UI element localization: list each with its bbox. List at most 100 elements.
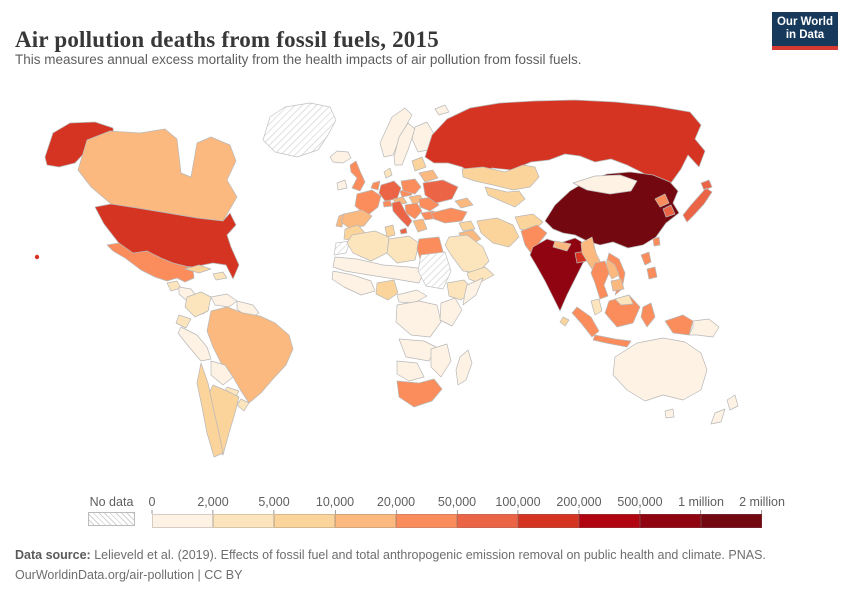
legend-swatch[interactable] (152, 514, 213, 528)
country-colombia[interactable] (184, 291, 212, 318)
country-malaysia[interactable] (590, 298, 603, 316)
country-dr-congo[interactable] (395, 300, 442, 338)
legend-tick-label: 0 (149, 495, 156, 514)
legend-no-data-swatch[interactable] (88, 512, 135, 526)
country-north-korea[interactable] (654, 193, 670, 208)
country-syria[interactable] (458, 220, 476, 232)
country-yemen-oman[interactable] (466, 266, 495, 284)
country-switzerland[interactable] (382, 199, 393, 208)
country-mozambique-zimbabwe[interactable] (430, 343, 452, 378)
country-sudan[interactable] (417, 251, 452, 290)
country-tasmania[interactable] (664, 408, 675, 419)
data-source-label: Data source: (15, 548, 91, 562)
country-australia[interactable] (612, 337, 708, 402)
country-malaysia-borneo[interactable] (614, 294, 634, 306)
country-algeria[interactable] (346, 230, 390, 262)
legend-swatch[interactable] (640, 514, 701, 528)
legend-swatch[interactable] (335, 514, 396, 528)
country-iceland[interactable] (329, 150, 352, 164)
country-sweden[interactable] (393, 122, 416, 166)
legend-tick-label: 100,000 (495, 495, 540, 514)
country-greenland[interactable] (262, 102, 337, 158)
country-mongolia[interactable] (572, 174, 638, 195)
country-greece[interactable] (412, 218, 428, 233)
country-saudi-arabia[interactable] (444, 234, 490, 274)
legend-swatch[interactable] (701, 514, 762, 528)
owid-logo[interactable]: Our World in Data (772, 12, 838, 50)
country-svalbard[interactable] (434, 104, 450, 116)
country-italy[interactable] (391, 200, 413, 235)
country-balkans[interactable] (404, 202, 423, 220)
country-new-zealand[interactable] (710, 394, 739, 425)
chart-subtitle: This measures annual excess mortality fr… (15, 52, 582, 67)
country-madagascar[interactable] (455, 349, 473, 386)
legend-tick-label: 5,000 (258, 495, 289, 514)
country-portugal[interactable] (335, 213, 345, 228)
country-tunisia[interactable] (384, 224, 396, 238)
country-benelux[interactable] (370, 180, 381, 191)
legend-tick-label: 200,000 (556, 495, 601, 514)
country-namibia-botswana[interactable] (396, 360, 425, 382)
country-papua-new-guinea[interactable] (688, 318, 720, 338)
country-south-korea[interactable] (662, 204, 676, 218)
country-bolivia[interactable] (210, 360, 234, 386)
country-indonesia-sumatra[interactable] (571, 306, 600, 338)
country-spain[interactable] (340, 209, 373, 229)
country-united-kingdom[interactable] (349, 160, 366, 192)
country-sahel[interactable] (332, 256, 426, 284)
country-west-africa[interactable] (331, 270, 376, 296)
country-denmark[interactable] (383, 167, 393, 179)
country-angola-zambia[interactable] (398, 338, 437, 362)
country-libya[interactable] (386, 235, 420, 264)
country-south-africa[interactable] (396, 378, 443, 408)
country-indonesia-java[interactable] (592, 334, 632, 348)
legend-swatch[interactable] (213, 514, 274, 528)
legend-tick-label: 1 million (678, 495, 724, 514)
legend-swatch[interactable] (518, 514, 579, 528)
country-philippines[interactable] (640, 251, 658, 280)
country-kazakhstan[interactable] (461, 164, 540, 191)
country-peru[interactable] (177, 326, 212, 362)
legend-no-data[interactable]: No data (88, 495, 135, 526)
country-chile[interactable] (196, 362, 224, 458)
country-cuba[interactable] (184, 264, 212, 274)
country-baltics[interactable] (411, 156, 427, 172)
country-sulawesi[interactable] (640, 302, 656, 328)
legend-swatch[interactable] (396, 514, 457, 528)
country-ukraine[interactable] (422, 179, 459, 204)
legend-swatch[interactable] (457, 514, 518, 528)
country-cambodia[interactable] (610, 278, 625, 292)
country-kenya-tanzania[interactable] (439, 297, 463, 327)
country-thailand[interactable] (590, 260, 610, 300)
country-ireland[interactable] (336, 179, 348, 191)
country-turkey[interactable] (430, 207, 468, 224)
country-hispaniola[interactable] (212, 271, 228, 281)
country-western-sahara[interactable] (333, 240, 351, 256)
country-mexico[interactable] (106, 242, 195, 283)
country-brazil[interactable] (206, 306, 294, 404)
country-caucasus[interactable] (454, 197, 474, 209)
country-somalia[interactable] (462, 277, 484, 306)
country-japan[interactable] (682, 179, 713, 223)
country-nepal[interactable] (552, 240, 572, 252)
country-central-asia[interactable] (484, 186, 526, 208)
country-sri-lanka[interactable] (559, 316, 570, 327)
country-poland[interactable] (400, 178, 422, 195)
country-uruguay[interactable] (236, 398, 250, 412)
country-ecuador[interactable] (175, 314, 192, 329)
license-line[interactable]: OurWorldinData.org/air-pollution | CC BY (15, 568, 243, 582)
country-cameroon-car[interactable] (396, 289, 428, 304)
country-indonesia-papua[interactable] (664, 314, 694, 336)
country-nigeria[interactable] (375, 279, 399, 301)
legend-tick-label: 2 million (739, 495, 785, 514)
country-iran[interactable] (476, 217, 520, 248)
country-france[interactable] (354, 189, 382, 217)
country-taiwan[interactable] (652, 236, 661, 247)
country-venezuela[interactable] (210, 293, 238, 308)
legend-swatch[interactable] (274, 514, 335, 528)
legend-swatch[interactable] (579, 514, 640, 528)
country-belarus[interactable] (418, 169, 439, 183)
country-hawaii[interactable] (34, 254, 40, 260)
legend-no-data-label: No data (89, 495, 134, 509)
